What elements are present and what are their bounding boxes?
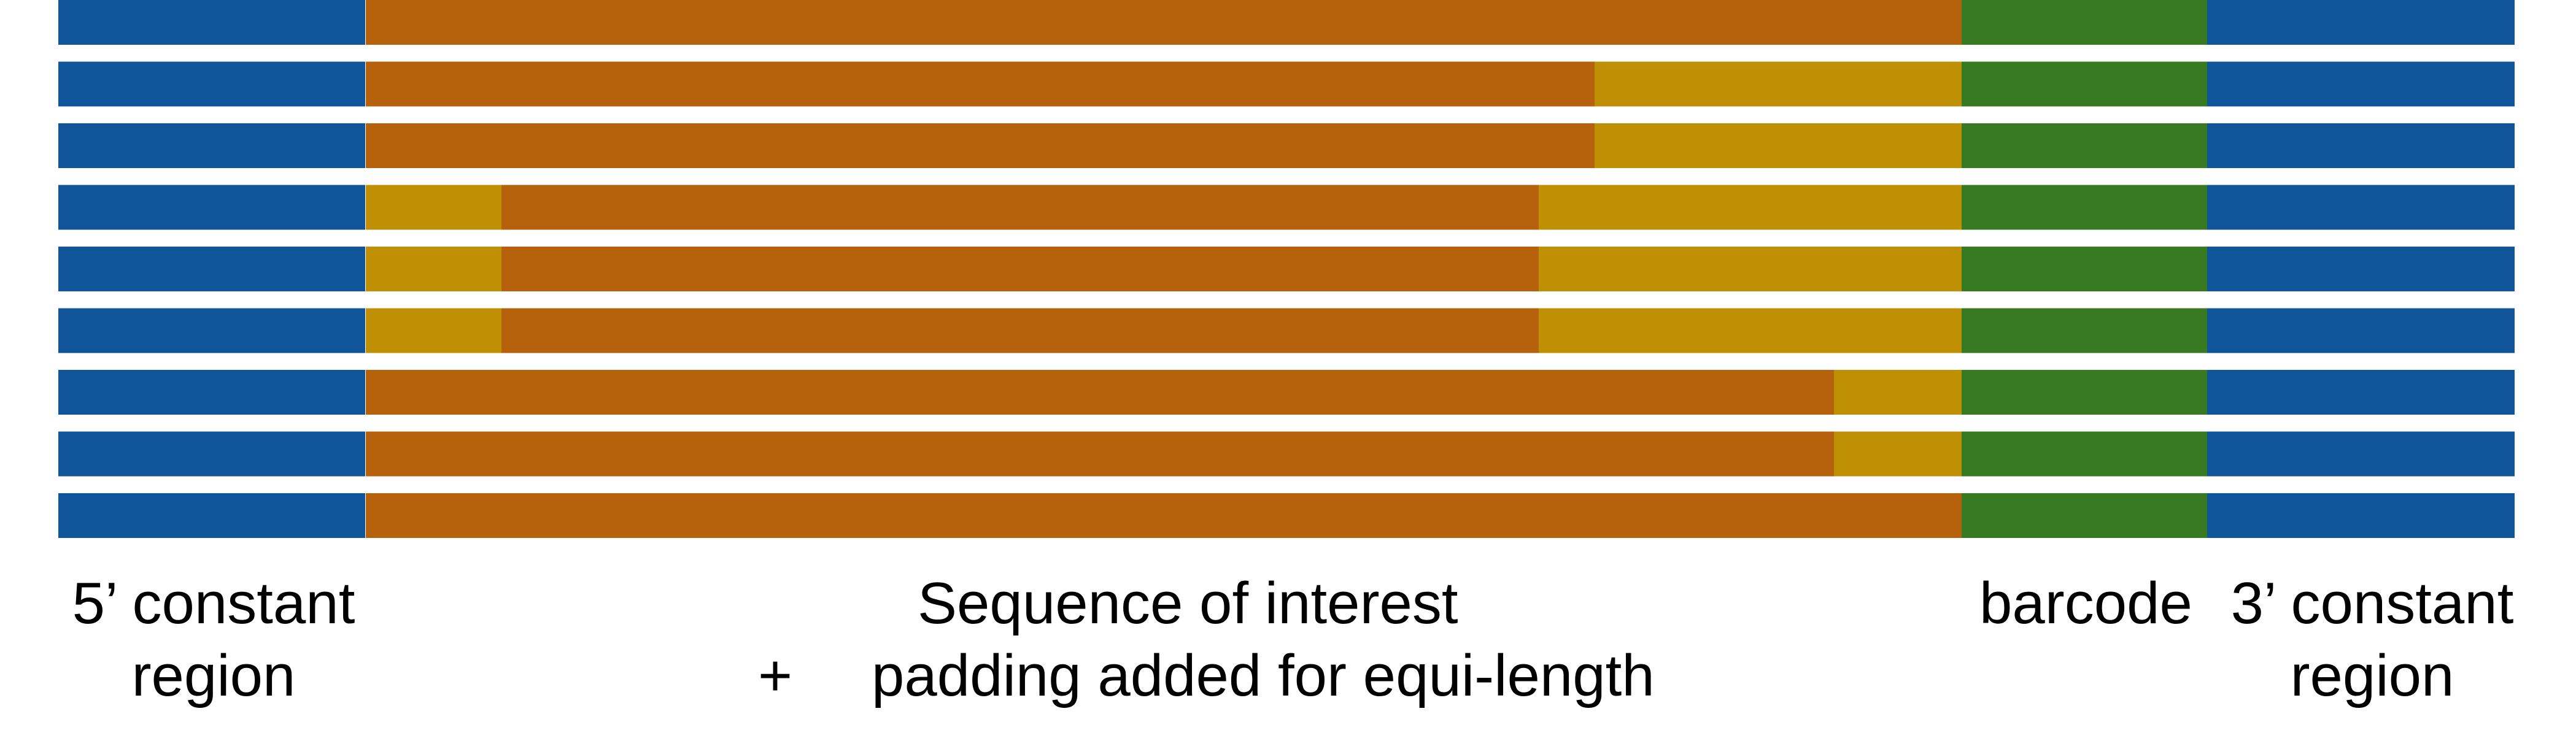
- padding-segment: [366, 247, 501, 291]
- construct-row: [58, 493, 2515, 538]
- construct-row: [58, 431, 2515, 477]
- barcode-segment: [1962, 431, 2207, 477]
- three-prime-constant-segment: [2207, 431, 2515, 477]
- padding-segment: [366, 185, 501, 230]
- barcode-segment: [1962, 493, 2207, 538]
- sequence-of-interest-segment: [501, 247, 1539, 291]
- three-prime-constant-segment: [2207, 247, 2515, 291]
- three-prime-label-line1: 3’ constant: [2230, 570, 2514, 636]
- sequence-of-interest-segment: [366, 123, 1595, 168]
- construct-row: [58, 308, 2515, 353]
- padding-segment: [1595, 123, 1962, 168]
- five-prime-label-line2: region: [131, 643, 296, 708]
- sequence-of-interest-segment: [366, 370, 1834, 415]
- padding-segment: [1539, 308, 1962, 353]
- five-prime-constant-segment: [58, 431, 365, 477]
- barcode-segment: [1962, 61, 2207, 107]
- three-prime-constant-segment: [2207, 185, 2515, 230]
- sequence-of-interest-segment: [366, 431, 1834, 477]
- three-prime-label-line2: region: [2290, 643, 2454, 708]
- barcode-label: barcode: [1979, 570, 2192, 636]
- construct-row: [58, 247, 2515, 291]
- barcode-segment: [1962, 123, 2207, 168]
- sequence-of-interest-segment: [501, 308, 1539, 353]
- barcode-segment: [1962, 0, 2207, 45]
- sequence-of-interest-segment: [366, 493, 1962, 538]
- construct-row: [58, 370, 2515, 415]
- three-prime-constant-segment: [2207, 493, 2515, 538]
- construct-row: [58, 0, 2515, 45]
- three-prime-constant-segment: [2207, 370, 2515, 415]
- five-prime-constant-segment: [58, 247, 365, 291]
- barcode-segment: [1962, 185, 2207, 230]
- three-prime-constant-segment: [2207, 0, 2515, 45]
- five-prime-label-line1: 5’ constant: [72, 570, 355, 636]
- five-prime-constant-segment: [58, 185, 365, 230]
- five-prime-constant-segment: [58, 61, 365, 107]
- barcode-segment: [1962, 247, 2207, 291]
- five-prime-constant-region-label: 5’ constant region: [66, 567, 361, 712]
- barcode-segment: [1962, 370, 2207, 415]
- sequence-of-interest-label: Sequence of interest: [918, 570, 1458, 636]
- five-prime-constant-segment: [58, 370, 365, 415]
- sequence-of-interest-segment: [366, 0, 1962, 45]
- barcode-segment: [1962, 308, 2207, 353]
- padding-segment: [366, 308, 501, 353]
- padding-label: padding added for equi-length: [872, 643, 1655, 708]
- five-prime-constant-segment: [58, 0, 365, 45]
- sequence-of-interest-segment: [366, 61, 1595, 107]
- padding-segment: [1834, 431, 1962, 477]
- three-prime-constant-segment: [2207, 123, 2515, 168]
- construct-rows: [58, 0, 2515, 538]
- construct-row: [58, 185, 2515, 230]
- five-prime-constant-segment: [58, 493, 365, 538]
- three-prime-constant-segment: [2207, 308, 2515, 353]
- padding-segment: [1834, 370, 1962, 415]
- padding-segment: [1595, 61, 1962, 107]
- three-prime-constant-region-label: 3’ constant region: [2225, 567, 2520, 712]
- construct-row: [58, 61, 2515, 107]
- three-prime-constant-segment: [2207, 61, 2515, 107]
- plus-sign-label: +: [758, 643, 793, 708]
- construct-row: [58, 123, 2515, 168]
- padding-segment: [1539, 247, 1962, 291]
- five-prime-constant-segment: [58, 123, 365, 168]
- padding-segment: [1539, 185, 1962, 230]
- sequence-of-interest-segment: [501, 185, 1539, 230]
- five-prime-constant-segment: [58, 308, 365, 353]
